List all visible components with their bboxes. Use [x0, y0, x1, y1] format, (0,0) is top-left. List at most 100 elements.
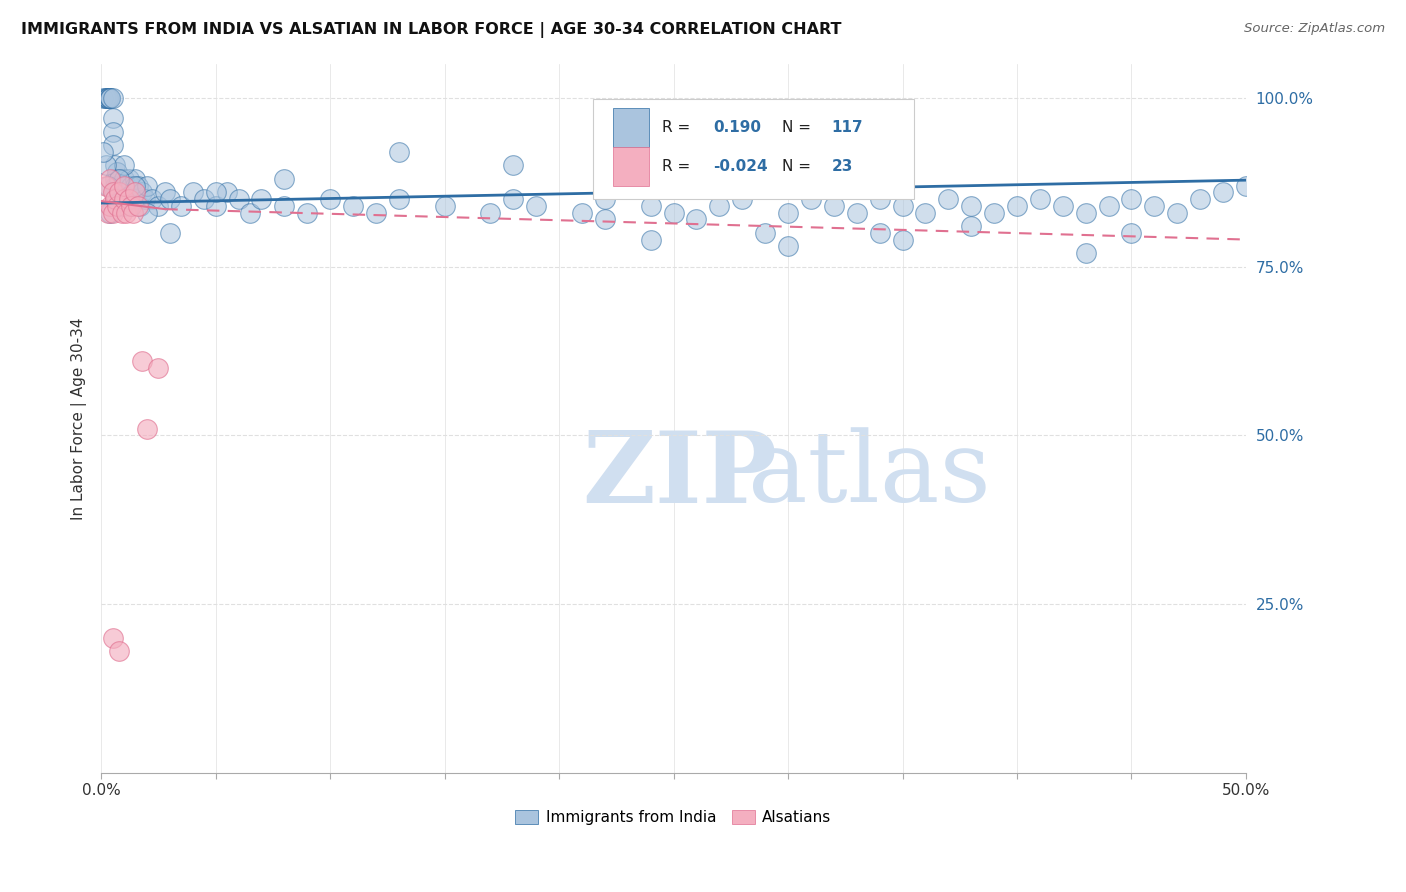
Point [120, 199, 142, 213]
Point [148, 360, 170, 375]
Point [117, 192, 139, 206]
Point [97, 91, 120, 105]
Point [135, 205, 157, 219]
Point [111, 178, 134, 193]
Text: 0.190: 0.190 [714, 120, 762, 136]
Point [1005, 199, 1028, 213]
Point [479, 205, 502, 219]
Point [111, 192, 134, 206]
Point [98, 91, 121, 105]
Point [891, 199, 914, 213]
Point [914, 205, 936, 219]
Point [127, 178, 149, 193]
Point [204, 186, 226, 200]
Point [120, 199, 142, 213]
FancyBboxPatch shape [593, 100, 914, 199]
Point [1212, 186, 1234, 200]
Point [105, 178, 128, 193]
Point [97, 91, 120, 105]
Point [388, 192, 411, 206]
Point [120, 178, 142, 193]
Text: atlas: atlas [748, 427, 991, 523]
Point [98, 205, 121, 219]
Point [129, 199, 152, 213]
Point [1121, 192, 1143, 206]
Point [124, 186, 146, 200]
Point [319, 192, 342, 206]
Point [98, 199, 121, 213]
Point [388, 145, 411, 159]
Point [108, 171, 131, 186]
Point [1281, 192, 1303, 206]
Text: N =: N = [782, 120, 815, 136]
Point [983, 205, 1005, 219]
Point [148, 199, 170, 213]
Point [104, 158, 127, 172]
Point [105, 199, 128, 213]
Point [104, 171, 127, 186]
Point [1052, 199, 1074, 213]
Point [108, 186, 131, 200]
Point [204, 199, 226, 213]
Point [502, 158, 524, 172]
Text: R =: R = [662, 160, 695, 174]
Point [112, 178, 135, 193]
Point [108, 171, 131, 186]
Point [709, 199, 731, 213]
Point [936, 192, 959, 206]
Point [112, 199, 135, 213]
Point [571, 205, 593, 219]
Point [105, 165, 128, 179]
Point [239, 205, 262, 219]
Point [640, 233, 662, 247]
Point [101, 138, 124, 153]
Point [98, 91, 121, 105]
Point [845, 205, 868, 219]
Point [98, 91, 121, 105]
Point [101, 631, 124, 645]
Point [115, 192, 138, 206]
Point [662, 205, 685, 219]
Point [108, 186, 131, 200]
Point [295, 205, 318, 219]
Point [524, 199, 547, 213]
Point [1097, 199, 1119, 213]
Point [94, 91, 117, 105]
Text: N =: N = [782, 160, 815, 174]
Point [124, 171, 146, 186]
Point [111, 205, 134, 219]
Y-axis label: In Labor Force | Age 30-34: In Labor Force | Age 30-34 [72, 318, 87, 520]
Point [97, 205, 120, 219]
Point [141, 192, 163, 206]
Point [1074, 246, 1097, 260]
Point [364, 205, 387, 219]
Point [1143, 199, 1166, 213]
Point [101, 91, 124, 105]
Point [869, 192, 891, 206]
Point [823, 199, 845, 213]
Text: R =: R = [662, 120, 695, 136]
Text: 117: 117 [831, 120, 863, 136]
Point [101, 111, 124, 125]
Text: -0.024: -0.024 [714, 160, 768, 174]
Point [112, 171, 135, 186]
Point [131, 354, 153, 368]
Point [342, 199, 364, 213]
Point [181, 186, 204, 200]
Point [131, 186, 153, 200]
Point [94, 91, 117, 105]
Point [754, 226, 776, 240]
Point [640, 199, 662, 213]
Point [135, 421, 157, 435]
Point [1121, 226, 1143, 240]
Point [104, 192, 127, 206]
Point [891, 233, 914, 247]
Point [115, 178, 138, 193]
FancyBboxPatch shape [613, 147, 650, 186]
Point [250, 192, 273, 206]
Point [124, 192, 146, 206]
Point [159, 226, 181, 240]
Text: ZIP: ZIP [582, 426, 778, 524]
Point [593, 212, 616, 227]
Point [155, 186, 177, 200]
